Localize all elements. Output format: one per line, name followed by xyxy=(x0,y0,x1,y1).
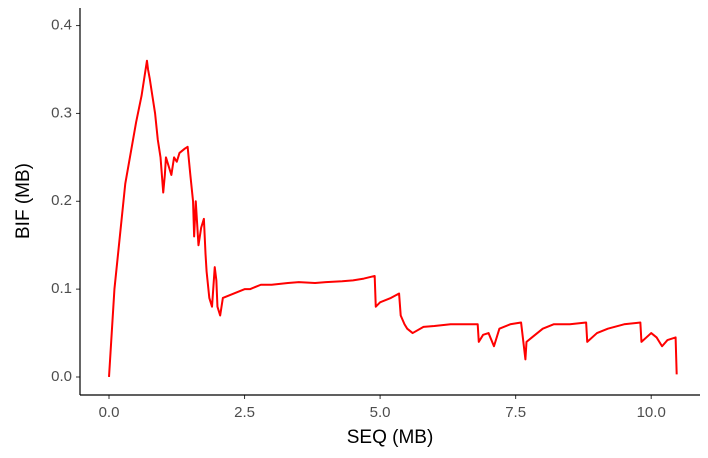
y-tick-label: 0.0 xyxy=(51,368,72,385)
x-tick-label: 7.5 xyxy=(505,404,526,421)
x-tick-label: 2.5 xyxy=(234,404,255,421)
y-tick-label: 0.4 xyxy=(51,17,72,34)
y-tick-label: 0.1 xyxy=(51,280,72,297)
y-tick-label: 0.3 xyxy=(51,104,72,121)
x-tick-label: 10.0 xyxy=(637,404,666,421)
data-line xyxy=(108,59,678,378)
x-tick-label: 5.0 xyxy=(370,404,391,421)
x-tick-label: 0.0 xyxy=(99,404,120,421)
y-axis-title: BIF (MB) xyxy=(13,163,34,239)
x-axis-title: SEQ (MB) xyxy=(347,427,434,448)
y-tick-label: 0.2 xyxy=(51,192,72,209)
